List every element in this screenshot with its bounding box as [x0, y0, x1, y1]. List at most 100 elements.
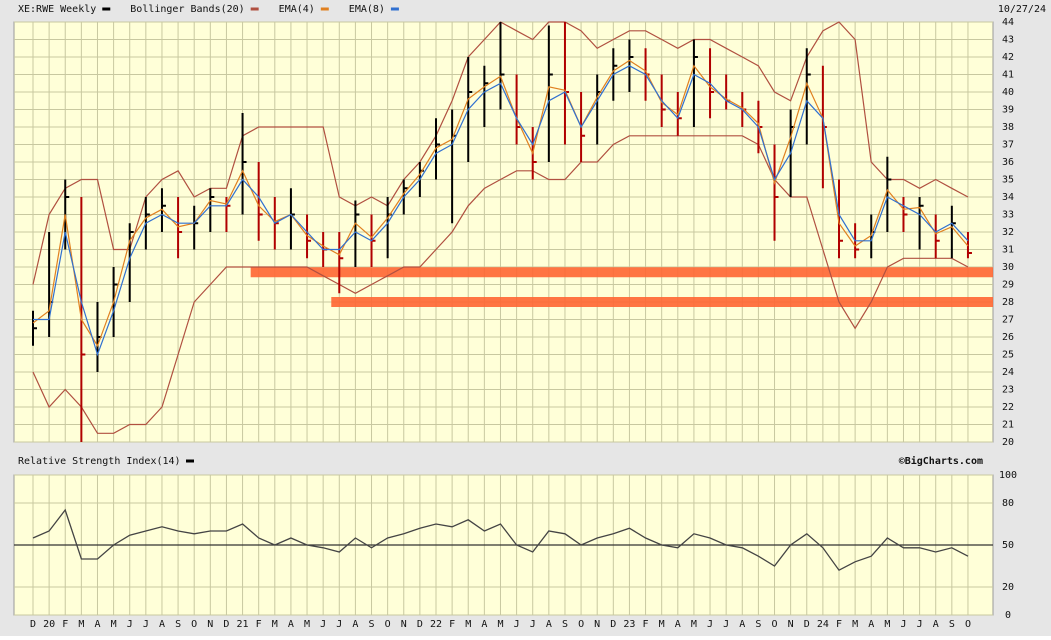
x-tick-label: J: [336, 619, 342, 630]
rsi-title: Relative Strength Index(14): [18, 456, 181, 467]
legend-label: Bollinger Bands(20): [130, 4, 244, 15]
x-tick-label: M: [497, 619, 503, 630]
x-tick-label: A: [739, 619, 745, 630]
date: 10/27/24: [998, 4, 1046, 15]
x-tick-label: M: [852, 619, 858, 630]
x-tick-label: A: [868, 619, 874, 630]
x-tick-label: J: [320, 619, 326, 630]
y-tick-label: 21: [1002, 420, 1014, 431]
x-tick-label: A: [675, 619, 681, 630]
support-level: [331, 297, 993, 307]
x-tick-label: A: [933, 619, 939, 630]
y-tick-label: 31: [1002, 245, 1014, 256]
y-tick-label: 23: [1002, 385, 1014, 396]
ema-line: [32, 59, 969, 348]
legend-label: EMA(4): [279, 4, 315, 15]
x-tick-label: A: [94, 619, 100, 630]
x-tick-label: M: [272, 619, 278, 630]
x-tick-label: 22: [430, 619, 442, 630]
y-tick-label: 35: [1002, 175, 1014, 186]
y-tick-label: 100: [999, 470, 1017, 481]
y-tick-label: 32: [1002, 227, 1014, 238]
rsi-line: [32, 508, 969, 572]
x-tick-label: F: [643, 619, 649, 630]
x-tick-label: D: [417, 619, 423, 630]
y-tick-label: 36: [1002, 157, 1014, 168]
x-tick-label: J: [900, 619, 906, 630]
x-tick-label: M: [78, 619, 84, 630]
x-tick-label: M: [691, 619, 697, 630]
x-tick-label: O: [191, 619, 197, 630]
x-tick-label: M: [465, 619, 471, 630]
x-tick-label: J: [723, 619, 729, 630]
y-tick-label: 20: [1002, 437, 1014, 448]
x-tick-label: S: [369, 619, 375, 630]
y-tick-label: 39: [1002, 105, 1014, 116]
x-tick-label: A: [546, 619, 552, 630]
x-tick-label: 20: [43, 619, 55, 630]
legend-label: EMA(8): [349, 4, 385, 15]
y-tick-label: 37: [1002, 140, 1014, 151]
x-tick-label: J: [514, 619, 520, 630]
x-tick-label: S: [949, 619, 955, 630]
x-tick-label: F: [449, 619, 455, 630]
y-tick-label: 42: [1002, 52, 1014, 63]
x-tick-label: N: [788, 619, 794, 630]
x-tick-label: N: [401, 619, 407, 630]
ema-line: [33, 65, 969, 357]
y-tick-label: 41: [1002, 70, 1014, 81]
x-tick-label: N: [594, 619, 600, 630]
x-tick-label: A: [288, 619, 294, 630]
y-tick-label: 22: [1002, 402, 1014, 413]
y-tick-label: 40: [1002, 87, 1014, 98]
x-tick-label: O: [965, 619, 971, 630]
y-tick-label: 44: [1002, 17, 1014, 28]
x-tick-label: 21: [237, 619, 249, 630]
x-tick-label: J: [917, 619, 923, 630]
x-tick-label: A: [481, 619, 487, 630]
x-tick-label: F: [836, 619, 842, 630]
x-tick-label: M: [884, 619, 890, 630]
y-tick-label: 80: [1002, 498, 1014, 509]
x-tick-label: O: [385, 619, 391, 630]
y-tick-label: 25: [1002, 350, 1014, 361]
x-tick-label: F: [62, 619, 68, 630]
x-tick-label: A: [352, 619, 358, 630]
x-tick-label: A: [159, 619, 165, 630]
x-tick-label: J: [530, 619, 536, 630]
y-tick-label: 27: [1002, 315, 1014, 326]
x-tick-label: 24: [817, 619, 829, 630]
x-tick-label: D: [30, 619, 36, 630]
credit: ©BigCharts.com: [899, 455, 983, 467]
x-tick-label: 23: [623, 619, 635, 630]
y-tick-label: 24: [1002, 367, 1014, 378]
bollinger-lower: [32, 135, 969, 434]
x-tick-label: O: [772, 619, 778, 630]
y-tick-label: 28: [1002, 297, 1014, 308]
y-tick-label: 38: [1002, 122, 1014, 133]
y-tick-label: 43: [1002, 35, 1014, 46]
y-tick-label: 50: [1002, 540, 1014, 551]
x-tick-label: S: [755, 619, 761, 630]
y-tick-label: 20: [1002, 582, 1014, 593]
support-level: [250, 267, 993, 278]
x-tick-label: M: [111, 619, 117, 630]
y-tick-label: 26: [1002, 332, 1014, 343]
legend-label: XE:RWE Weekly: [18, 4, 96, 15]
x-tick-label: M: [304, 619, 310, 630]
x-tick-label: S: [562, 619, 568, 630]
x-tick-label: D: [223, 619, 229, 630]
x-tick-label: S: [175, 619, 181, 630]
x-tick-label: F: [256, 619, 262, 630]
x-tick-label: J: [707, 619, 713, 630]
x-tick-label: D: [610, 619, 616, 630]
x-tick-label: J: [143, 619, 149, 630]
x-tick-label: J: [127, 619, 133, 630]
y-tick-label: 33: [1002, 210, 1014, 221]
y-tick-label: 0: [1005, 610, 1011, 621]
x-tick-label: N: [207, 619, 213, 630]
y-tick-label: 34: [1002, 192, 1014, 203]
x-tick-label: D: [804, 619, 810, 630]
x-tick-label: M: [659, 619, 665, 630]
